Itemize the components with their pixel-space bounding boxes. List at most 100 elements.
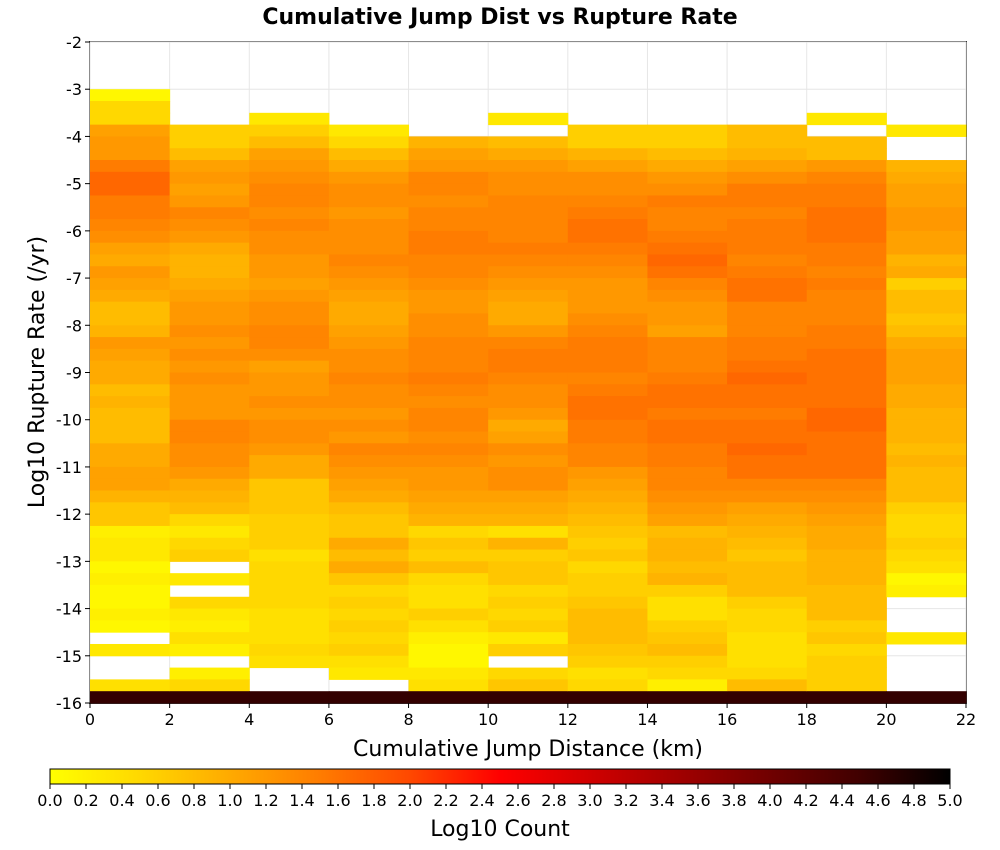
heatmap-cell bbox=[328, 667, 410, 680]
heatmap-cell bbox=[727, 171, 808, 185]
heatmap-cell bbox=[727, 407, 808, 421]
y-tick-label: -15 bbox=[56, 647, 82, 666]
heatmap-cell bbox=[488, 584, 569, 598]
heatmap-cell bbox=[727, 148, 808, 161]
heatmap-cell bbox=[488, 396, 569, 409]
heatmap-cell bbox=[647, 372, 728, 385]
heatmap-cell bbox=[328, 691, 410, 704]
heatmap-cell bbox=[328, 289, 410, 303]
heatmap-cell bbox=[90, 466, 171, 480]
heatmap-cell bbox=[408, 502, 489, 515]
heatmap-cell bbox=[328, 313, 410, 326]
heatmap-cell bbox=[886, 325, 967, 338]
heatmap-cell bbox=[488, 466, 569, 480]
heatmap-cell bbox=[647, 667, 728, 680]
heatmap-cell bbox=[647, 325, 728, 338]
heatmap-cell bbox=[886, 490, 967, 503]
heatmap-cell bbox=[169, 219, 250, 232]
heatmap-cell bbox=[727, 490, 808, 503]
colorbar-tick-label: 0.6 bbox=[145, 791, 170, 810]
heatmap-cell bbox=[727, 396, 808, 409]
heatmap-cell bbox=[727, 242, 808, 255]
heatmap-cell bbox=[90, 348, 171, 362]
colorbar-tick-label: 2.8 bbox=[541, 791, 566, 810]
heatmap-cell bbox=[249, 466, 330, 480]
heatmap-cell bbox=[169, 183, 250, 196]
y-tick-label: -3 bbox=[66, 80, 82, 99]
heatmap-cell bbox=[249, 148, 330, 161]
x-tick-label: 10 bbox=[478, 710, 498, 729]
heatmap-cell bbox=[328, 584, 410, 598]
heatmap-cell bbox=[169, 490, 250, 503]
y-tick-label: -2 bbox=[66, 33, 82, 52]
heatmap-cell bbox=[408, 643, 489, 657]
heatmap-cell bbox=[169, 679, 250, 692]
heatmap-cell bbox=[806, 160, 887, 173]
heatmap-cell bbox=[886, 313, 967, 326]
heatmap-cell bbox=[169, 549, 250, 562]
heatmap-cell bbox=[886, 301, 967, 314]
heatmap-cell bbox=[328, 219, 410, 232]
heatmap-cell bbox=[90, 254, 171, 267]
heatmap-cell bbox=[727, 337, 808, 350]
x-tick-label: 6 bbox=[324, 710, 334, 729]
heatmap-cell bbox=[727, 160, 808, 173]
heatmap-cell bbox=[886, 525, 967, 539]
heatmap-cell bbox=[567, 561, 648, 574]
heatmap-cell bbox=[328, 643, 410, 657]
heatmap-cell bbox=[886, 407, 967, 421]
heatmap-cell bbox=[169, 195, 250, 208]
heatmap-cell bbox=[567, 325, 648, 338]
heatmap-cell bbox=[90, 160, 171, 173]
heatmap-cell bbox=[90, 183, 171, 196]
heatmap-cell bbox=[169, 573, 250, 586]
heatmap-cell bbox=[488, 632, 569, 645]
heatmap-cell bbox=[328, 561, 410, 574]
heatmap-cell bbox=[567, 620, 648, 633]
heatmap-cell bbox=[727, 183, 808, 196]
heatmap-cell bbox=[567, 643, 648, 657]
heatmap-cell bbox=[249, 360, 330, 373]
y-axis-ticks: -2 -3 -4 -5 -6 -7 -8 -9 -10 -11 -12 -13 -14 -15 -16 bbox=[56, 33, 90, 713]
heatmap-cell bbox=[408, 360, 489, 373]
heatmap-cell bbox=[806, 171, 887, 185]
heatmap-cell bbox=[90, 89, 171, 102]
heatmap-cell bbox=[408, 655, 489, 669]
colorbar-tick-label: 3.8 bbox=[721, 791, 746, 810]
heatmap-cell bbox=[90, 195, 171, 208]
heatmap-cell bbox=[249, 266, 330, 279]
heatmap-cell bbox=[647, 396, 728, 409]
heatmap-cell bbox=[567, 443, 648, 456]
heatmap-cell bbox=[249, 632, 330, 645]
heatmap-cell bbox=[647, 219, 728, 232]
heatmap-cell bbox=[90, 537, 171, 551]
heatmap-cell bbox=[90, 443, 171, 456]
heatmap-cell bbox=[408, 325, 489, 338]
heatmap-cell bbox=[328, 278, 410, 291]
heatmap-cell bbox=[328, 608, 410, 621]
heatmap-cell bbox=[647, 348, 728, 362]
heatmap-cell bbox=[567, 289, 648, 303]
heatmap-cell bbox=[408, 266, 489, 279]
heatmap-cell bbox=[488, 136, 569, 149]
heatmap-cell bbox=[727, 360, 808, 373]
heatmap-cell bbox=[727, 289, 808, 303]
heatmap-cell bbox=[567, 466, 648, 480]
heatmap-cell bbox=[169, 254, 250, 267]
heatmap-cell bbox=[647, 561, 728, 574]
heatmap-cell bbox=[806, 561, 887, 574]
heatmap-cell bbox=[567, 667, 648, 680]
heatmap-cell bbox=[249, 301, 330, 314]
heatmap-cell bbox=[647, 289, 728, 303]
heatmap-cell bbox=[727, 443, 808, 456]
heatmap-cell bbox=[647, 337, 728, 350]
heatmap-cell bbox=[647, 525, 728, 539]
heatmap-cell bbox=[249, 478, 330, 492]
heatmap-cell bbox=[408, 230, 489, 244]
heatmap-cell bbox=[647, 443, 728, 456]
heatmap-cell bbox=[806, 219, 887, 232]
heatmap-cell bbox=[647, 419, 728, 433]
heatmap-cell bbox=[169, 207, 250, 220]
heatmap-cell bbox=[727, 455, 808, 468]
heatmap-cell bbox=[488, 667, 569, 680]
